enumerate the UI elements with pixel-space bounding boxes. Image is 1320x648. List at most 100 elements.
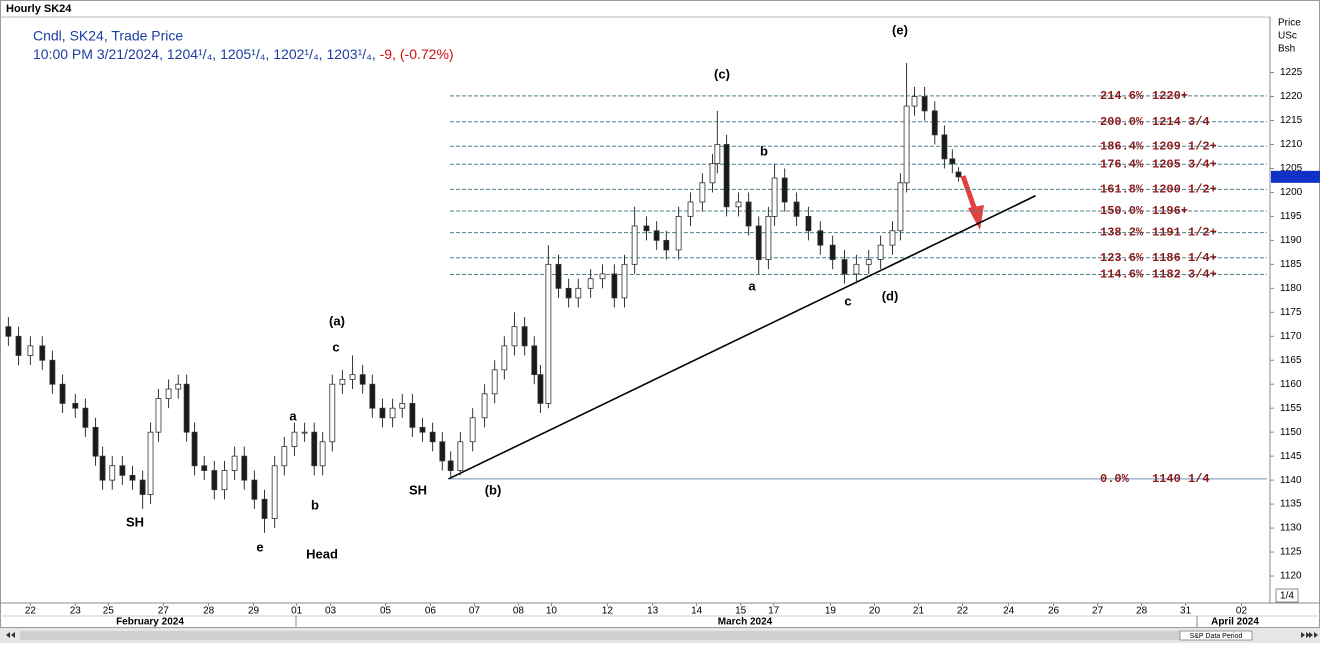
- fib-label: 1191 1/2+: [1152, 226, 1217, 240]
- candle-body: [955, 171, 962, 178]
- x-tick-label: 05: [380, 606, 392, 617]
- y-tick-label: 1175: [1280, 307, 1302, 318]
- candle-body: [653, 230, 660, 241]
- candle-body: [521, 326, 528, 347]
- wave-label: c: [844, 293, 851, 308]
- candle-body: [941, 134, 948, 160]
- y-tick-label: 1135: [1280, 499, 1302, 510]
- candle-body: [555, 263, 562, 289]
- wave-label: a: [748, 278, 756, 293]
- candle-body: [82, 407, 89, 428]
- candle-body: [709, 163, 716, 184]
- candle-body: [271, 465, 278, 519]
- fib-pct: 138.2%: [1100, 226, 1144, 240]
- scroll-thumb[interactable]: [20, 631, 1180, 640]
- fib-label: 1209 1/2+: [1152, 139, 1217, 153]
- candle-body: [319, 441, 326, 467]
- month-label: February 2024: [116, 617, 184, 628]
- y-tick-label: 1180: [1280, 283, 1302, 294]
- candle-body: [439, 441, 446, 462]
- candle-body: [735, 201, 742, 208]
- y-axis-label: USc: [1278, 31, 1297, 42]
- candle-body: [781, 177, 788, 203]
- candle-body: [511, 326, 518, 347]
- x-tick-label: 27: [1092, 606, 1104, 617]
- candle-body: [621, 263, 628, 299]
- candle-body: [565, 287, 572, 299]
- wave-label: (a): [329, 313, 345, 328]
- y-tick-label: 1225: [1280, 67, 1303, 78]
- wave-label: (d): [882, 288, 899, 303]
- nav-back[interactable]: [6, 632, 15, 638]
- candle-body: [575, 287, 582, 299]
- x-tick-label: 22: [25, 606, 37, 617]
- x-tick-label: 31: [1180, 606, 1192, 617]
- wave-label: Head: [306, 546, 338, 561]
- y-tick-label: 1150: [1280, 427, 1302, 438]
- candle-body: [829, 244, 836, 260]
- candle-body: [687, 201, 694, 217]
- candle-body: [399, 403, 406, 409]
- candle-body: [663, 239, 670, 251]
- candle-body: [251, 479, 258, 500]
- candle-body: [537, 374, 544, 404]
- candle-body: [921, 96, 928, 112]
- candle-body: [165, 388, 172, 400]
- x-tick-label: 19: [825, 606, 837, 617]
- candle-body: [419, 426, 426, 433]
- candle-body: [897, 182, 904, 232]
- x-tick-label: 29: [248, 606, 260, 617]
- candle-body: [457, 441, 464, 471]
- candle-body: [931, 110, 938, 136]
- candle-body: [221, 470, 228, 491]
- fib-label: 1205 3/4+: [1152, 157, 1217, 171]
- candle-body: [15, 335, 22, 356]
- month-label: March 2024: [718, 617, 773, 628]
- fib-label: 1140 1/4: [1152, 472, 1210, 486]
- candle-body: [469, 417, 476, 443]
- fib-pct: 114.6%: [1100, 268, 1144, 282]
- candle-body: [99, 455, 106, 481]
- candle-body: [139, 479, 146, 495]
- candle-body: [545, 263, 552, 404]
- x-tick-label: 22: [957, 606, 969, 617]
- candle-body: [241, 455, 248, 481]
- y-tick-label: 1165: [1280, 355, 1302, 366]
- candle-body: [587, 278, 594, 289]
- candle-body: [5, 326, 12, 337]
- y-tick-label: 1200: [1280, 187, 1303, 198]
- candle-body: [877, 244, 884, 260]
- trendline: [448, 195, 1036, 480]
- wave-label: e: [256, 539, 263, 554]
- x-tick-label: 15: [735, 606, 747, 617]
- candle-body: [129, 474, 136, 481]
- candle-body: [501, 345, 508, 371]
- y-tick-label: 1215: [1280, 115, 1303, 126]
- y-axis-label: Price: [1278, 18, 1301, 29]
- y-tick-label: 1185: [1280, 259, 1302, 270]
- candle-body: [531, 345, 538, 376]
- wave-label: (b): [485, 482, 502, 497]
- x-tick-label: 13: [647, 606, 659, 617]
- nav-forward-far[interactable]: [1301, 632, 1310, 638]
- candle-body: [175, 383, 182, 390]
- nav-forward[interactable]: [1309, 632, 1318, 638]
- fib-label: 1214 3/4: [1152, 115, 1210, 129]
- fraction-box: [1275, 588, 1299, 603]
- fib-pct: 150.0%: [1100, 204, 1144, 218]
- x-tick-label: 28: [203, 606, 215, 617]
- candle-body: [911, 96, 918, 107]
- fib-pct: 161.8%: [1100, 183, 1144, 197]
- candle-body: [349, 374, 356, 380]
- candle-body: [903, 105, 910, 184]
- x-tick-label: 21: [913, 606, 925, 617]
- candle-body: [201, 465, 208, 471]
- fib-pct: 123.6%: [1100, 251, 1144, 265]
- candle-body: [27, 345, 34, 356]
- candle-body: [841, 259, 848, 275]
- x-tick-label: 25: [103, 606, 115, 617]
- candle-body: [865, 259, 872, 265]
- wave-label: SH: [409, 482, 427, 497]
- candle-body: [49, 359, 56, 385]
